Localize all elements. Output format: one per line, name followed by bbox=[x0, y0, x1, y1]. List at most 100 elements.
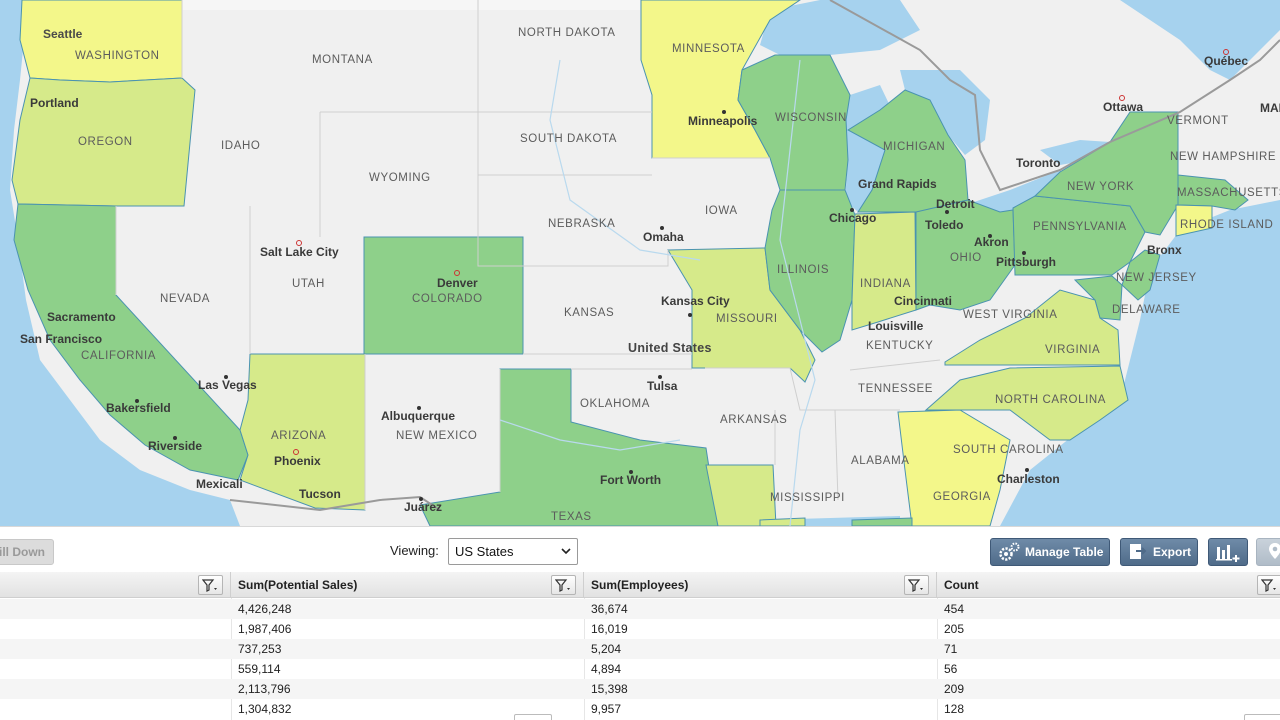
map-canvas[interactable]: WASHINGTON OREGON MONTANA IDAHO WYOMING … bbox=[0, 0, 1280, 526]
column-filter-button[interactable] bbox=[198, 575, 223, 595]
label-pennsylvania: PENNSYLVANIA bbox=[1033, 221, 1127, 233]
map-pin-icon bbox=[1269, 543, 1280, 559]
manage-table-button[interactable]: Manage Table bbox=[990, 538, 1110, 566]
label-portland: Portland bbox=[30, 96, 79, 110]
label-north-dakota: NORTH DAKOTA bbox=[518, 27, 616, 39]
label-west-virginia: WEST VIRGINIA bbox=[963, 309, 1058, 321]
cell-count: 128 bbox=[944, 702, 965, 716]
state-north-carolina[interactable] bbox=[924, 365, 1129, 441]
label-idaho: IDAHO bbox=[221, 140, 260, 152]
label-san-francisco: San Francisco bbox=[20, 332, 102, 346]
column-header-employees[interactable]: Sum(Employees) bbox=[584, 572, 937, 598]
column-header-potential-sales[interactable]: Sum(Potential Sales) bbox=[231, 572, 584, 598]
cell-name bbox=[0, 659, 7, 679]
label-tucson: Tucson bbox=[299, 487, 341, 501]
state-indiana[interactable] bbox=[851, 211, 917, 331]
label-albuquerque: Albuquerque bbox=[381, 409, 455, 423]
label-akron: Akron bbox=[974, 235, 1009, 249]
filter-icon bbox=[555, 579, 570, 592]
label-massachusetts: MASSACHUSETTS bbox=[1177, 187, 1280, 199]
label-south-dakota: SOUTH DAKOTA bbox=[520, 133, 617, 145]
label-alabama: ALABAMA bbox=[851, 455, 910, 467]
label-oklahoma: OKLAHOMA bbox=[580, 398, 650, 410]
table-row[interactable]: 1,987,406 16,019 205 bbox=[0, 619, 1280, 639]
table-row[interactable]: 4,426,248 36,674 454 bbox=[0, 599, 1280, 619]
map-pin-button[interactable] bbox=[1256, 538, 1280, 566]
horizontal-scrollbar-thumb[interactable] bbox=[514, 714, 552, 720]
label-juarez: Juárez bbox=[404, 500, 442, 514]
label-montana: MONTANA bbox=[312, 54, 373, 66]
cell-potential-sales: 737,253 bbox=[238, 642, 282, 656]
label-bakersfield: Bakersfield bbox=[106, 401, 171, 415]
cell-employees: 5,204 bbox=[591, 642, 622, 656]
table-row[interactable]: 1,304,832 9,957 128 bbox=[0, 699, 1280, 719]
state-arkansas-part[interactable] bbox=[705, 464, 777, 526]
label-mexicali: Mexicali bbox=[196, 477, 243, 491]
label-minnesota: MINNESOTA bbox=[672, 43, 745, 55]
label-denver: Denver bbox=[437, 276, 478, 290]
state-louisiana-part[interactable] bbox=[759, 517, 806, 526]
column-divider bbox=[231, 598, 232, 720]
state-michigan[interactable] bbox=[847, 89, 969, 213]
label-kentucky: KENTUCKY bbox=[866, 340, 933, 352]
label-louisville: Louisville bbox=[868, 319, 924, 333]
table-row[interactable]: 559,114 4,894 56 bbox=[0, 659, 1280, 679]
cell-employees: 16,019 bbox=[591, 622, 628, 636]
column-filter-button[interactable] bbox=[1257, 575, 1280, 595]
column-divider bbox=[584, 598, 585, 720]
table-row[interactable]: 737,253 5,204 71 bbox=[0, 639, 1280, 659]
label-georgia: GEORGIA bbox=[933, 491, 991, 503]
column-filter-button[interactable] bbox=[904, 575, 929, 595]
filter-icon bbox=[908, 579, 923, 592]
label-utah: UTAH bbox=[292, 278, 325, 290]
label-virginia: VIRGINIA bbox=[1045, 344, 1100, 356]
label-kansas: KANSAS bbox=[564, 307, 614, 319]
export-button[interactable]: Export bbox=[1120, 538, 1198, 566]
state-georgia[interactable] bbox=[897, 409, 1011, 526]
cell-name bbox=[0, 619, 7, 639]
label-south-carolina: SOUTH CAROLINA bbox=[953, 444, 1064, 456]
add-chart-button[interactable] bbox=[1208, 538, 1248, 566]
table-header: Sum(Potential Sales) Sum(Employees) Coun… bbox=[0, 572, 1280, 598]
horizontal-scrollbar-thumb[interactable] bbox=[1244, 714, 1280, 720]
cell-potential-sales: 1,987,406 bbox=[238, 622, 292, 636]
export-icon bbox=[1130, 544, 1147, 559]
state-virginia[interactable] bbox=[944, 289, 1121, 366]
table-row[interactable]: 2,113,796 15,398 209 bbox=[0, 679, 1280, 699]
state-washington[interactable] bbox=[19, 0, 183, 83]
label-delaware: DELAWARE bbox=[1112, 304, 1181, 316]
cell-employees: 9,957 bbox=[591, 702, 622, 716]
label-texas: TEXAS bbox=[551, 511, 592, 523]
atlantic-ocean bbox=[1000, 200, 1280, 526]
label-toronto: Toronto bbox=[1016, 156, 1060, 170]
column-filter-button[interactable] bbox=[551, 575, 576, 595]
label-missouri: MISSOURI bbox=[716, 313, 778, 325]
state-wisconsin[interactable] bbox=[737, 54, 851, 191]
cell-potential-sales: 2,113,796 bbox=[238, 682, 291, 696]
label-omaha: Omaha bbox=[643, 230, 684, 244]
state-ohio[interactable] bbox=[915, 199, 1016, 311]
cell-potential-sales: 4,426,248 bbox=[238, 602, 292, 616]
cell-employees: 36,674 bbox=[591, 602, 628, 616]
drill-down-button[interactable]: Drill Down bbox=[0, 539, 54, 565]
cell-employees: 4,894 bbox=[591, 662, 622, 676]
label-washington: WASHINGTON bbox=[75, 50, 160, 62]
label-phoenix: Phoenix bbox=[274, 454, 321, 468]
state-illinois[interactable] bbox=[764, 189, 856, 353]
cell-employees: 15,398 bbox=[591, 682, 628, 696]
state-alabama-part[interactable] bbox=[851, 517, 913, 526]
state-connecticut[interactable] bbox=[1175, 204, 1213, 237]
state-oregon[interactable] bbox=[11, 77, 196, 207]
column-header-count[interactable]: Count bbox=[937, 572, 1280, 598]
label-arkansas: ARKANSAS bbox=[720, 414, 787, 426]
label-new-york: NEW YORK bbox=[1067, 181, 1134, 193]
state-polygons[interactable] bbox=[11, 0, 1249, 526]
choropleth-map[interactable]: WASHINGTON OREGON MONTANA IDAHO WYOMING … bbox=[0, 0, 1280, 526]
label-colorado: COLORADO bbox=[412, 293, 483, 305]
state-california[interactable] bbox=[13, 203, 249, 481]
label-indiana: INDIANA bbox=[860, 278, 911, 290]
column-header-name[interactable] bbox=[0, 572, 231, 598]
cell-name bbox=[0, 699, 7, 719]
viewing-select[interactable]: US States bbox=[448, 538, 578, 565]
rivers bbox=[499, 59, 816, 526]
